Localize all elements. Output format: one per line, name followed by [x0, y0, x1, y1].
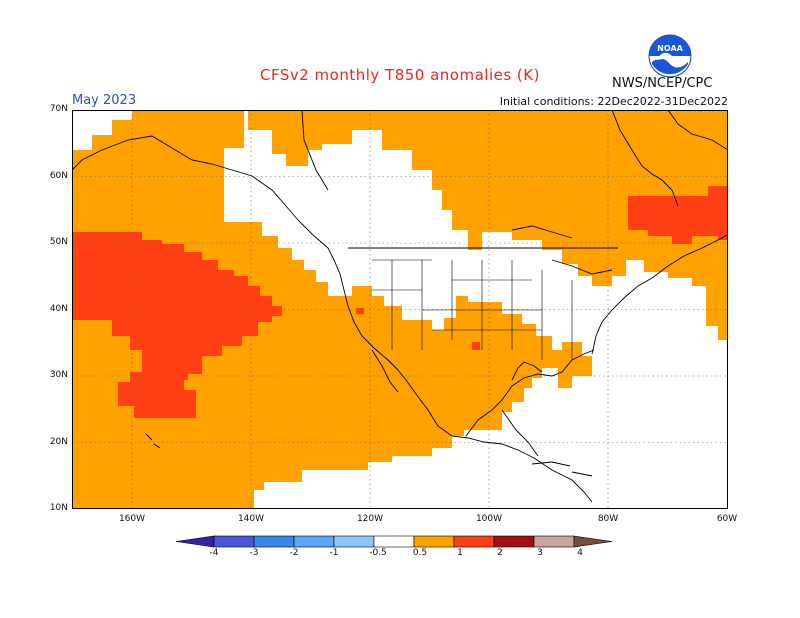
anomaly-region-strong-nevada	[356, 308, 364, 314]
colorbar-cell	[493, 535, 535, 548]
colorbar-label: -2	[289, 548, 299, 558]
initial-conditions: Initial conditions: 22Dec2022-31Dec2022	[499, 95, 728, 108]
state-borders	[372, 259, 573, 360]
noaa-logo-text: NOAA	[657, 44, 683, 53]
colorbar-label: -3	[249, 548, 259, 558]
lat-label: 70N	[49, 104, 68, 114]
lat-label: 50N	[49, 237, 68, 247]
colorbar-label: -1	[329, 548, 339, 558]
lat-label: 30N	[49, 370, 68, 380]
colorbar-label: 2	[497, 548, 503, 558]
lon-label: 140W	[237, 514, 265, 524]
colorbar-label: -0.5	[369, 548, 387, 558]
anomaly-region-strong-texas	[472, 342, 480, 350]
colorbar-cell	[533, 535, 575, 548]
lat-label: 40N	[49, 304, 68, 314]
anomaly-region-weak-gulf	[558, 342, 592, 388]
anomaly-region-strong-pacific	[72, 232, 282, 418]
map-title: CFSv2 monthly T850 anomalies (K)	[260, 66, 540, 84]
anomaly-map	[72, 110, 728, 509]
colorbar-arrow-left	[175, 535, 215, 548]
colorbar-label: 4	[577, 548, 583, 558]
forecast-month: May 2023	[72, 93, 137, 108]
lon-label: 80W	[597, 514, 619, 524]
coastlines	[72, 110, 728, 503]
colorbar-cell	[413, 535, 455, 548]
colorbar-cell	[293, 535, 335, 548]
lat-label: 20N	[49, 437, 68, 447]
colorbar-cell	[333, 535, 375, 548]
agency-label: NWS/NCEP/CPC	[612, 76, 713, 91]
colorbar-arrow-right	[573, 535, 613, 548]
colorbar-cell	[373, 535, 415, 548]
colorbar-label: 3	[537, 548, 543, 558]
colorbar-label: 0.5	[412, 548, 428, 558]
lat-label: 10N	[49, 503, 68, 513]
lon-label: 120W	[356, 514, 384, 524]
anomaly-region-strong-labrador	[628, 186, 728, 244]
colorbar	[175, 535, 613, 548]
colorbar-cell	[213, 535, 255, 548]
map-frame	[72, 110, 728, 509]
anomaly-region-weak-canada-west	[286, 130, 322, 166]
colorbar-cell	[453, 535, 495, 548]
colorbar-label: 1	[457, 548, 463, 558]
noaa-logo: NOAA	[648, 34, 692, 78]
anomaly-region-weak-north	[72, 110, 244, 210]
colorbar-label: -4	[209, 548, 219, 558]
colorbar-cell	[253, 535, 295, 548]
lon-label: 160W	[118, 514, 146, 524]
graticule	[72, 110, 728, 509]
lat-label: 60N	[49, 171, 68, 181]
lon-label: 60W	[716, 514, 738, 524]
lon-label: 100W	[475, 514, 503, 524]
